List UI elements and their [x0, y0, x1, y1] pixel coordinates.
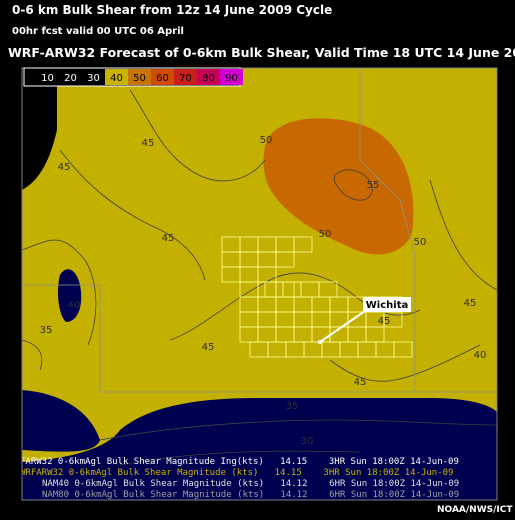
colorbar-label: 30 — [87, 73, 100, 84]
county — [293, 236, 313, 253]
colorbar-label: 80 — [202, 73, 215, 84]
map-frame — [21, 67, 498, 501]
colorbar-cell — [82, 69, 105, 85]
contour-label: 45 — [378, 316, 391, 327]
subtitle: 00hr fcst valid 00 UTC 06 April — [12, 26, 184, 37]
county — [393, 341, 413, 358]
county — [275, 251, 295, 268]
colorbar-label: 60 — [156, 73, 169, 84]
contour-label: 40 — [474, 350, 487, 361]
contour-label: 55 — [367, 180, 380, 191]
colorbar-cell — [36, 69, 59, 85]
legend: FARW32 0-6kmAgl Bulk Shear Magnitude Ing… — [20, 457, 459, 500]
map-title: WRF-ARW32 Forecast of 0-6km Bulk Shear, … — [8, 45, 515, 60]
high-shear-area — [263, 118, 414, 255]
colorbar-cell — [151, 69, 174, 85]
contour-label: 45 — [464, 298, 477, 309]
county-grid — [221, 236, 413, 358]
no-data — [22, 68, 57, 190]
contours — [22, 89, 497, 466]
contour-label: 45 — [58, 162, 71, 173]
contour-label: 35 — [286, 401, 299, 412]
city-label: Wichita — [366, 300, 408, 311]
legend-line: NAM80 0-6kmAgl Bulk Shear Magnitude (kts… — [42, 490, 459, 500]
low-shear-area — [22, 398, 497, 500]
low-shear-area — [22, 390, 100, 452]
colorbar-label: 70 — [179, 73, 192, 84]
legend-line: FARW32 0-6kmAgl Bulk Shear Magnitude Ing… — [20, 457, 459, 467]
colorbar-cell — [174, 69, 197, 85]
contour-label: 45 — [162, 233, 175, 244]
colorbar-cell — [220, 69, 243, 85]
contour-label: 50 — [260, 135, 273, 146]
colorbar-label: 20 — [64, 73, 77, 84]
colorbar-label: 90 — [225, 73, 238, 84]
colorbar-label: 40 — [110, 73, 123, 84]
colorbar-label: 50 — [133, 73, 146, 84]
colorbar-cell — [128, 69, 151, 85]
contour-label: 45 — [142, 138, 155, 149]
colorbar-label: 10 — [41, 73, 54, 84]
footer: NOAA/NWS/ICT — [437, 505, 513, 515]
state-borders — [22, 68, 497, 393]
contour-label: 50 — [414, 237, 427, 248]
colorbar-cell — [105, 69, 128, 85]
legend-line: WRFARW32 0-6kmAgl Bulk Shear Magnitude (… — [20, 468, 453, 478]
contour-label: 45 — [354, 377, 367, 388]
title: 0-6 km Bulk Shear from 12z 14 June 2009 … — [12, 3, 332, 17]
contour-label: 45 — [202, 342, 215, 353]
map: Wichita 50 45 55 50 50 45 45 40 35 45 45 45 45 40 35 30… — [20, 68, 497, 500]
pointer — [319, 310, 366, 343]
city-box — [363, 297, 411, 312]
contour-label: 50 — [319, 229, 332, 240]
contour-label: 30 — [301, 436, 314, 447]
contour-label: 40 — [68, 300, 81, 311]
low-shear-area — [58, 269, 82, 322]
legend-line: NAM40 0-6kmAgl Bulk Shear Magnitude (kts… — [42, 479, 459, 489]
city-dot — [318, 340, 322, 344]
colorbar-cell — [59, 69, 82, 85]
contour-labels: 50 45 55 50 50 45 45 40 35 45 45 45 45 40 35 30 — [40, 135, 487, 447]
contour-label: 35 — [40, 325, 53, 336]
colorbar: 10 20 30 40 50 60 70 80 90 — [23, 67, 243, 87]
colorbar-cell — [197, 69, 220, 85]
